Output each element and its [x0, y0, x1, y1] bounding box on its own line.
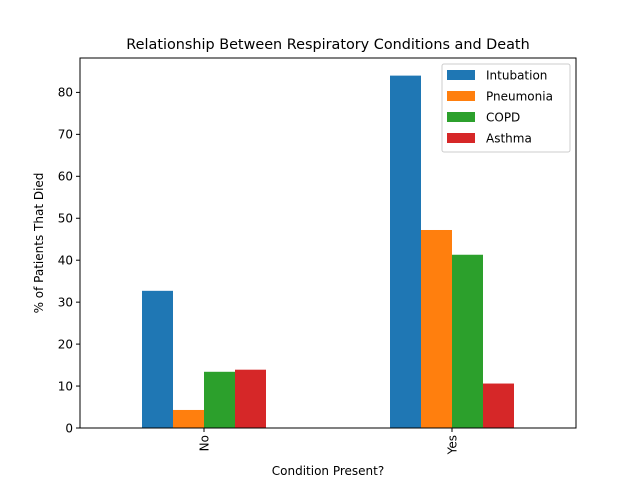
- bar-series: [142, 75, 514, 428]
- legend-label: COPD: [486, 111, 520, 125]
- legend-label: Intubation: [486, 69, 547, 83]
- x-axis-ticks: No Yes: [198, 428, 460, 455]
- y-tick-label: 10: [58, 379, 73, 393]
- bar-copd-no: [204, 371, 235, 428]
- x-axis-label: Condition Present?: [272, 464, 384, 478]
- x-tick-label: No: [198, 435, 212, 451]
- y-tick-label: 20: [58, 337, 73, 351]
- y-tick-label: 80: [58, 86, 73, 100]
- bar-pneumonia-yes: [421, 229, 452, 428]
- x-tick-label: Yes: [446, 435, 460, 455]
- legend: Intubation Pneumonia COPD Asthma: [441, 63, 571, 153]
- legend-box: [441, 63, 571, 153]
- plot-area-frame: [79, 57, 577, 429]
- legend-swatch: [447, 112, 475, 122]
- bar-intubation-no: [142, 290, 173, 428]
- legend-swatch: [447, 133, 475, 143]
- bar-asthma-yes: [483, 383, 514, 428]
- y-tick-label: 60: [58, 170, 73, 184]
- bar-copd-yes: [452, 254, 483, 428]
- y-axis-label: % of Patients That Died: [32, 173, 46, 314]
- legend-entries: Intubation Pneumonia COPD Asthma: [447, 69, 553, 146]
- bar-intubation-yes: [390, 75, 421, 428]
- y-tick-label: 70: [58, 128, 73, 142]
- legend-label: Pneumonia: [486, 90, 553, 104]
- legend-swatch: [447, 70, 475, 80]
- legend-label: Asthma: [486, 132, 532, 146]
- y-tick-label: 50: [58, 212, 73, 226]
- legend-swatch: [447, 91, 475, 101]
- y-tick-label: 40: [58, 253, 73, 267]
- bar-asthma-no: [235, 369, 266, 428]
- y-tick-label: 30: [58, 295, 73, 309]
- bar-pneumonia-no: [173, 409, 204, 428]
- y-axis-ticks: 0 10 20 30 40 50 60 70 80: [58, 86, 80, 435]
- y-tick-label: 0: [65, 421, 73, 435]
- chart-title: Relationship Between Respiratory Conditi…: [126, 37, 529, 53]
